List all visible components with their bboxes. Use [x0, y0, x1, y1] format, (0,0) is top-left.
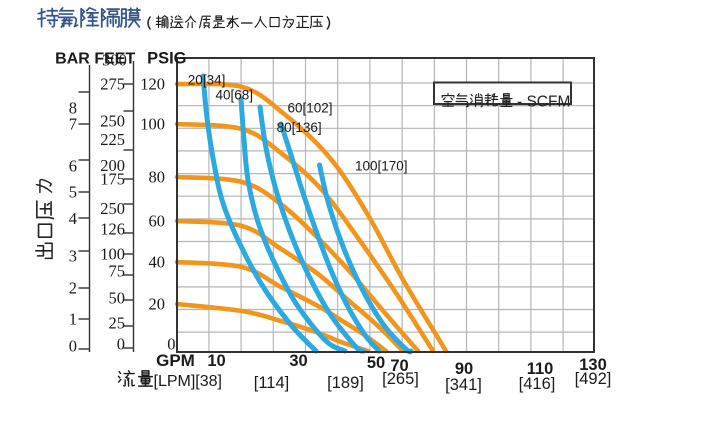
- svg-text:25: 25: [109, 314, 126, 333]
- svg-text:130: 130: [579, 356, 607, 374]
- svg-text:[114]: [114]: [254, 374, 289, 392]
- svg-text:40[68]: 40[68]: [216, 88, 254, 103]
- svg-text:80: 80: [149, 168, 166, 187]
- svg-text:70: 70: [390, 357, 408, 375]
- svg-text:20[34]: 20[34]: [188, 73, 226, 88]
- svg-text:5: 5: [69, 183, 77, 202]
- svg-text:200: 200: [100, 156, 125, 175]
- svg-text:2: 2: [69, 279, 77, 298]
- svg-text:275: 275: [100, 75, 125, 94]
- svg-text:250: 250: [100, 199, 125, 218]
- svg-text:126: 126: [100, 220, 125, 239]
- svg-text:6: 6: [69, 157, 77, 176]
- svg-text:7: 7: [69, 115, 77, 134]
- svg-text:175: 175: [100, 170, 125, 189]
- svg-text:0: 0: [69, 337, 77, 356]
- svg-text:FEET: FEET: [94, 51, 135, 68]
- svg-text:BAR: BAR: [55, 51, 90, 68]
- svg-text:250: 250: [100, 112, 125, 131]
- svg-text:[416]: [416]: [519, 375, 556, 393]
- svg-text:[341]: [341]: [445, 376, 482, 394]
- svg-text:4: 4: [69, 209, 77, 228]
- svg-text:225: 225: [100, 130, 125, 149]
- svg-text:120: 120: [140, 75, 165, 94]
- svg-text:80[136]: 80[136]: [277, 120, 322, 135]
- svg-text:90: 90: [455, 360, 473, 378]
- svg-text:30: 30: [289, 352, 307, 370]
- svg-text:50: 50: [109, 289, 126, 308]
- svg-text:3: 3: [69, 247, 77, 266]
- svg-text:[265]: [265]: [382, 370, 419, 388]
- svg-text:60: 60: [149, 212, 166, 231]
- svg-text:0: 0: [117, 335, 125, 354]
- svg-text:100[170]: 100[170]: [355, 159, 408, 174]
- svg-text:8: 8: [69, 99, 77, 118]
- svg-text:[LPM][38]: [LPM][38]: [154, 373, 222, 390]
- svg-text:GPM: GPM: [156, 351, 195, 370]
- svg-text:110: 110: [527, 360, 554, 378]
- svg-text:[492]: [492]: [575, 370, 612, 388]
- svg-text:75: 75: [109, 262, 126, 281]
- svg-text:PSIG: PSIG: [147, 50, 186, 68]
- svg-text:1: 1: [69, 310, 77, 329]
- svg-text:300: 300: [102, 51, 127, 70]
- svg-text:60[102]: 60[102]: [288, 101, 333, 116]
- svg-text:0: 0: [167, 335, 175, 354]
- svg-text:[189]: [189]: [327, 374, 364, 392]
- svg-text:100: 100: [140, 115, 165, 134]
- svg-text:40: 40: [149, 253, 166, 272]
- svg-text:- SCFM: - SCFM: [517, 94, 570, 111]
- svg-text:50: 50: [367, 354, 385, 372]
- svg-text:10: 10: [207, 352, 225, 370]
- svg-text:20: 20: [149, 295, 166, 314]
- svg-text:100: 100: [100, 245, 125, 264]
